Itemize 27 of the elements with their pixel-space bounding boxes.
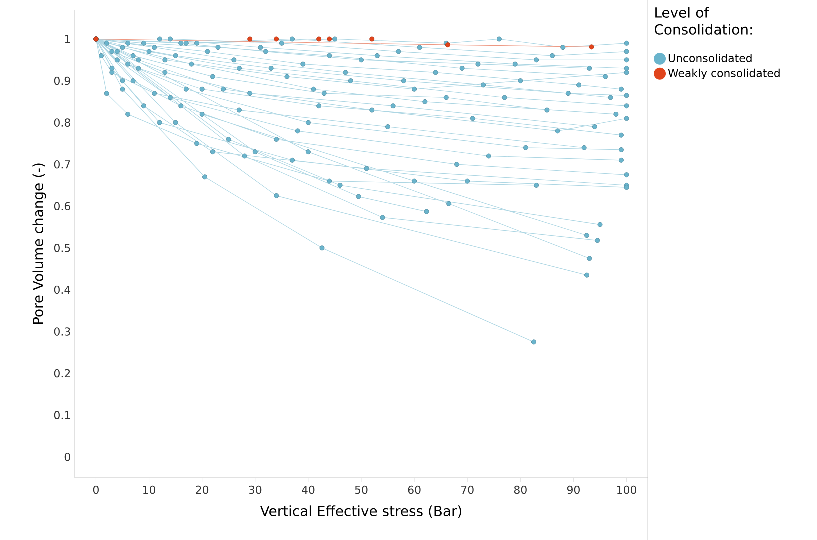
y-tick-label: 0.9 [54,76,70,86]
legend-title: Level of Consolidation: [654,7,752,35]
y-tick-label: 0.6 [54,202,70,211]
x-axis-title: Vertical Effective stress (Bar) [260,506,462,518]
x-tick-label: 40 [302,486,315,494]
x-tick-label: 80 [514,486,527,494]
y-tick-label: 1 [65,35,70,44]
x-tick-label: 0 [93,486,99,494]
y-tick-label: 0.7 [54,160,70,169]
x-tick-label: 20 [196,486,209,494]
y-tick-label: 0.2 [54,369,70,378]
x-tick-label: 10 [144,486,156,494]
y-tick-label: 0.4 [54,286,71,294]
y-tick-label: 0.5 [54,244,70,252]
x-tick-label: 50 [355,486,368,494]
x-tick-label: 30 [249,486,262,494]
y-axis-title: Pore Volume change (-) [32,164,46,324]
x-tick-label: 60 [408,486,421,494]
y-tick-label: 0.1 [54,411,70,420]
x-tick-label: 70 [462,486,474,494]
legend-label: Unconsolidated [668,54,752,62]
legend-label: Weakly consolidated [668,68,780,80]
x-tick-label: 100 [618,486,636,494]
x-tick-label: 90 [567,486,580,494]
y-tick-label: 0.3 [54,328,70,336]
y-tick-label: 0 [64,452,70,462]
y-tick-label: 0.8 [54,118,70,127]
